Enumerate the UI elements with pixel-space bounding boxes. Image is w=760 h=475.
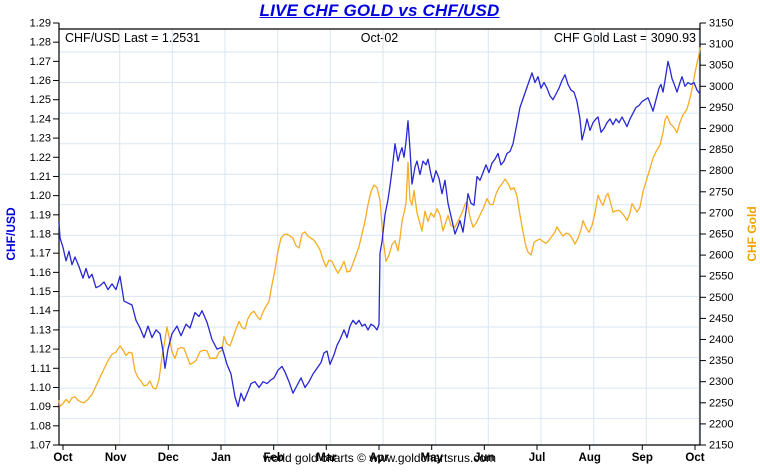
credit-footer: world gold charts © www.goldchartsrus.co…: [263, 451, 496, 465]
left-tick-label: 1.29: [30, 18, 51, 30]
month-label: Feb: [263, 452, 283, 464]
left-tick-label: 1.12: [30, 344, 51, 356]
month-label: Jul: [529, 452, 546, 464]
left-tick-label: 1.23: [30, 133, 51, 145]
chf-gold-last-label: CHF Gold Last = 3090.93: [553, 31, 696, 45]
right-tick-label: 2250: [709, 397, 733, 409]
left-tick-label: 1.28: [30, 37, 51, 49]
left-tick-label: 1.26: [30, 75, 51, 87]
right-tick-label: 2150: [709, 440, 733, 452]
month-label: May: [421, 452, 444, 464]
right-tick-label: 2900: [709, 123, 733, 135]
right-tick-label: 2400: [709, 334, 733, 346]
left-tick-label: 1.16: [30, 267, 51, 279]
left-tick-label: 1.11: [30, 363, 51, 375]
left-tick-label: 1.13: [30, 324, 51, 336]
right-tick-label: 2650: [709, 229, 733, 241]
right-tick-label: 2850: [709, 144, 733, 156]
left-tick-label: 1.24: [30, 113, 51, 125]
right-tick-label: 3150: [709, 18, 733, 30]
chart-title: LIVE CHF GOLD vs CHF/USD: [259, 1, 500, 20]
right-tick-label: 3000: [709, 81, 733, 93]
right-tick-label: 3100: [709, 39, 733, 51]
right-tick-label: 2500: [709, 292, 733, 304]
month-label: Sep: [632, 452, 653, 464]
left-tick-label: 1.09: [30, 401, 51, 413]
left-tick-label: 1.08: [30, 420, 51, 432]
month-label: Jan: [211, 452, 231, 464]
month-label: Nov: [105, 452, 127, 464]
left-tick-label: 1.25: [30, 94, 51, 106]
month-label: Oct: [685, 452, 704, 464]
date-label: Oct-02: [360, 31, 399, 45]
chf-gold-line: [58, 47, 701, 407]
right-tick-label: 2450: [709, 313, 733, 325]
right-tick-label: 2350: [709, 355, 733, 367]
left-tick-label: 1.07: [30, 440, 51, 452]
right-tick-label: 2550: [709, 271, 733, 283]
month-label: Dec: [158, 452, 180, 464]
left-tick-label: 1.10: [30, 382, 51, 394]
left-tick-label: 1.15: [30, 286, 51, 298]
chf-usd-last-label: CHF/USD Last = 1.2531: [65, 31, 201, 45]
right-tick-label: 2600: [709, 250, 733, 262]
month-label: Aug: [579, 452, 601, 464]
left-tick-label: 1.27: [30, 56, 51, 68]
month-label: Jun: [474, 452, 494, 464]
left-tick-label: 1.19: [30, 209, 51, 221]
right-tick-label: 2800: [709, 165, 733, 177]
month-label: Apr: [369, 452, 389, 464]
right-tick-label: 2300: [709, 376, 733, 388]
right-tick-label: 2200: [709, 418, 733, 430]
left-tick-label: 1.20: [30, 190, 51, 202]
left-tick-label: 1.21: [30, 171, 51, 183]
month-label: Oct: [53, 452, 72, 464]
chf-usd-line: [58, 60, 701, 408]
right-tick-label: 3050: [709, 60, 733, 72]
left-tick-label: 1.22: [30, 152, 51, 164]
left-tick-label: 1.17: [30, 248, 51, 260]
right-tick-label: 2750: [709, 186, 733, 198]
left-tick-label: 1.14: [30, 305, 51, 317]
left-tick-label: 1.18: [30, 229, 51, 241]
right-tick-label: 2950: [709, 102, 733, 114]
month-label: Mar: [316, 452, 337, 464]
right-tick-label: 2700: [709, 207, 733, 219]
